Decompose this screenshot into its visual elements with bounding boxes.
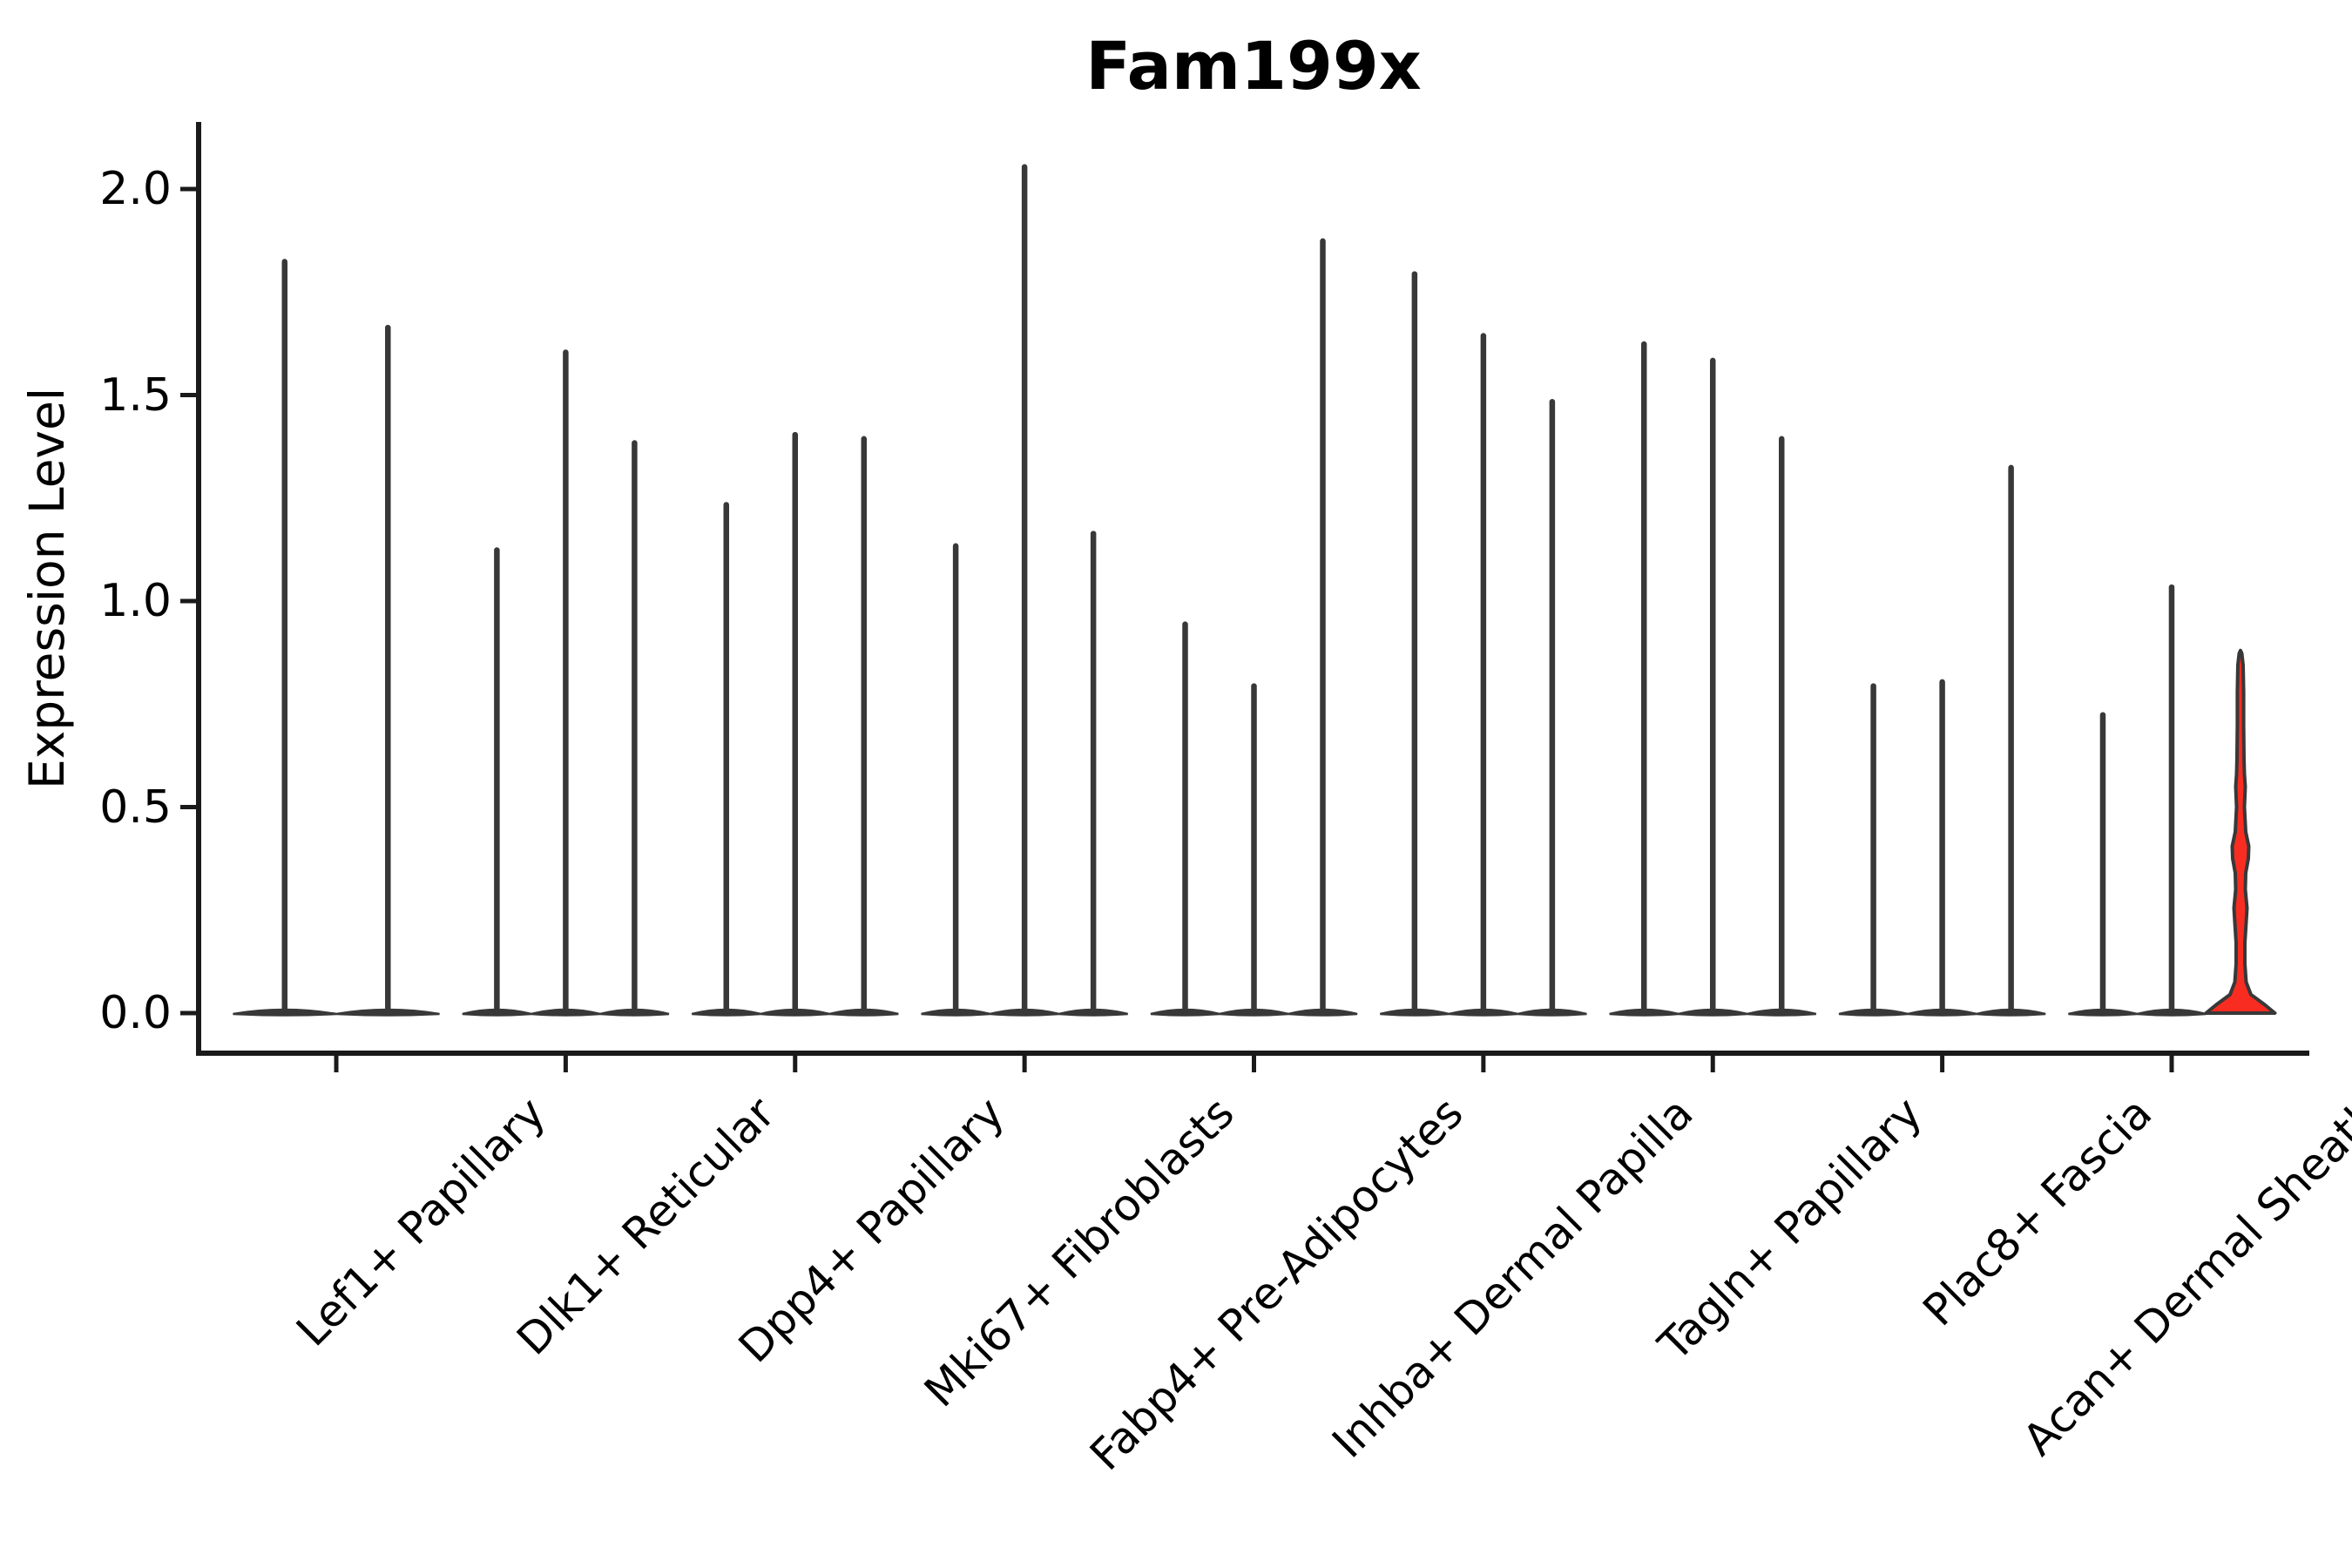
y-tick-label: 0.5 [99, 781, 172, 834]
chart-title: Fam199x [1085, 27, 1422, 105]
violin-highlighted [2204, 648, 2277, 1015]
y-tick-label: 0.0 [99, 987, 172, 1039]
y-tick-label: 2.0 [99, 163, 172, 215]
y-tick-label: 1.5 [99, 368, 172, 422]
y-tick-label: 1.0 [99, 575, 172, 627]
